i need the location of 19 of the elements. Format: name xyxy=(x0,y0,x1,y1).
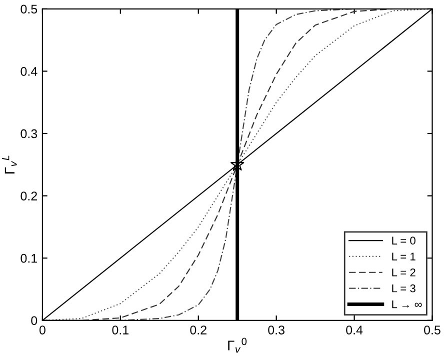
legend-label: L = 3 xyxy=(392,284,416,292)
x-tick-label: 0 xyxy=(39,326,46,334)
legend-label: L → ∞ xyxy=(392,300,422,308)
x-tick-label: 0.2 xyxy=(190,326,206,334)
legend-label: L = 0 xyxy=(392,236,416,245)
x-tick-label: 0.3 xyxy=(268,326,284,334)
x-tick-label: 0.5 xyxy=(424,326,440,334)
y-axis-title: Γ$_{v}$$^{L}$ xyxy=(2,156,17,174)
y-tick-label: 0.1 xyxy=(20,254,37,263)
y-tick-label: 0.3 xyxy=(20,129,38,138)
legend-label: L = 2 xyxy=(392,268,416,276)
x-tick-label: 0.4 xyxy=(346,326,363,334)
legend-label: L = 1 xyxy=(392,252,416,260)
x-axis-title: Γ$_{v}$$^{0}$ xyxy=(228,338,247,353)
y-tick-label: 0.2 xyxy=(20,192,37,200)
y-tick-label: 0.5 xyxy=(20,4,38,14)
y-tick-label: 0 xyxy=(31,316,38,326)
x-tick-label: 0.1 xyxy=(112,326,128,334)
y-tick-label: 0.4 xyxy=(20,67,38,76)
